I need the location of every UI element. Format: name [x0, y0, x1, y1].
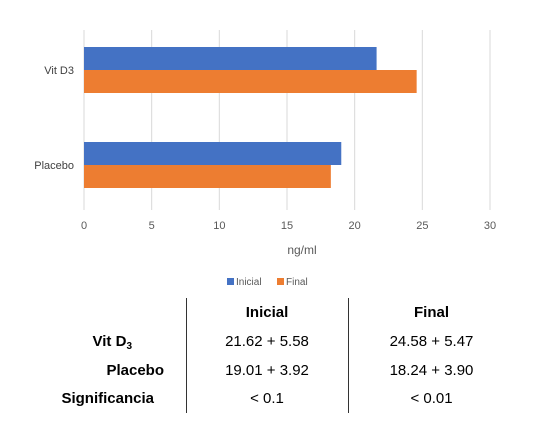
- legend-label: Inicial: [236, 277, 262, 288]
- category-label: Placebo: [34, 160, 74, 172]
- row-label-vitd3: Vit D3: [92, 333, 132, 352]
- cell-significancia-inicial: < 0.1: [250, 390, 284, 407]
- category-labels: Vit D3 Placebo: [34, 65, 74, 172]
- x-tick-label: 10: [213, 220, 225, 232]
- x-tick-labels: 0 5 10 15 20 25 30: [81, 220, 496, 232]
- legend: Inicial Final: [227, 277, 308, 288]
- x-tick-label: 20: [349, 220, 361, 232]
- statistics-table: Inicial Final Vit D3 21.62 + 5.58 24.58 …: [45, 298, 515, 413]
- x-tick-label: 15: [281, 220, 293, 232]
- cell-placebo-final: 18.24 + 3.90: [389, 362, 474, 379]
- x-tick-label: 25: [416, 220, 428, 232]
- bar-final-vit-d3: [84, 70, 417, 93]
- table-divider: [186, 298, 187, 413]
- table-header-final: Final: [413, 304, 449, 321]
- row-label-significancia: Significancia: [61, 390, 154, 407]
- bars: [84, 47, 417, 188]
- legend-swatch: [227, 278, 234, 285]
- x-tick-label: 5: [149, 220, 155, 232]
- x-tick-label: 30: [484, 220, 496, 232]
- row-label-placebo: Placebo: [106, 362, 164, 379]
- category-label: Vit D3: [44, 65, 74, 77]
- x-tick-label: 0: [81, 220, 87, 232]
- cell-vitd3-inicial: 21.62 + 5.58: [225, 333, 309, 350]
- table-divider: [348, 298, 349, 413]
- cell-significancia-final: < 0.01: [410, 390, 453, 407]
- bar-final-placebo: [84, 165, 331, 188]
- legend-swatch: [277, 278, 284, 285]
- bar-chart: 0 5 10 15 20 25 30 Vit D3 Placebo ng/ml Inicial…: [34, 30, 496, 288]
- table-header-inicial: Inicial: [245, 304, 289, 321]
- cell-placebo-inicial: 19.01 + 3.92: [225, 362, 309, 379]
- x-axis-title: ng/ml: [287, 243, 316, 257]
- cell-vitd3-final: 24.58 + 5.47: [389, 333, 474, 350]
- bar-inicial-placebo: [84, 142, 342, 165]
- legend-label: Final: [286, 277, 308, 288]
- bar-inicial-vit-d3: [84, 47, 377, 70]
